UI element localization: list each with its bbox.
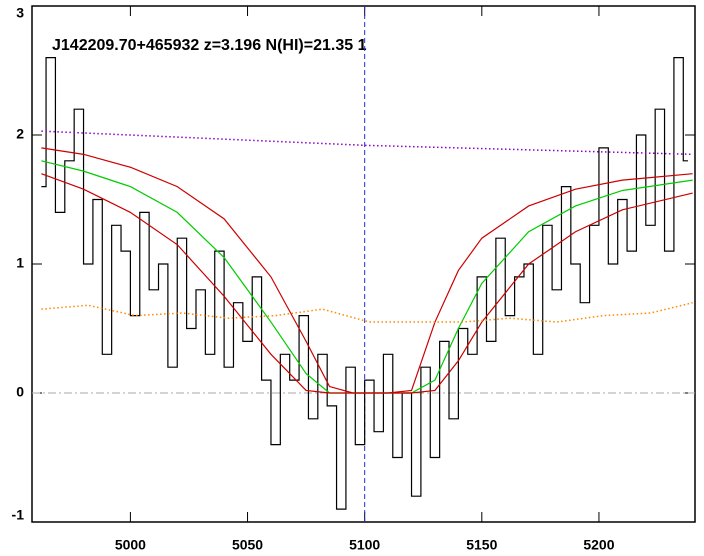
- series-line: [41, 57, 688, 510]
- series-line: [41, 147, 693, 394]
- y-tick-label: 1: [16, 255, 24, 271]
- x-tick-label: 5100: [349, 537, 380, 553]
- x-tick-label: 5150: [466, 537, 497, 553]
- x-tick-label: 5000: [115, 537, 146, 553]
- series-line: [41, 301, 693, 323]
- series-line: [41, 160, 693, 394]
- chart-title: J142209.70+465932 z=3.196 N(HI)=21.35 1: [52, 37, 367, 54]
- series-line: [41, 173, 693, 394]
- y-tick-label: 2: [16, 126, 24, 142]
- x-tick-label: 5050: [232, 537, 263, 553]
- y-tick-label: -1: [12, 507, 25, 523]
- y-tick-label: 3: [16, 5, 24, 21]
- series-line: [41, 130, 693, 156]
- y-tick-label: 0: [16, 384, 24, 400]
- x-tick-label: 5200: [583, 537, 614, 553]
